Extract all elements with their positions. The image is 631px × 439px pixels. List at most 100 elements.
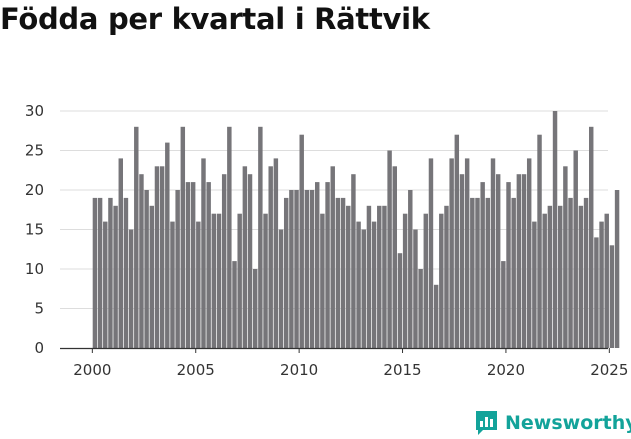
bar xyxy=(397,253,403,348)
y-tick-label: 5 xyxy=(34,300,44,318)
annotations: 20 xyxy=(618,0,631,4)
bar xyxy=(387,150,392,348)
bar xyxy=(237,213,242,348)
bar xyxy=(351,174,356,348)
x-tick-label: 2000 xyxy=(73,361,111,379)
y-tick-label: 10 xyxy=(25,260,44,278)
bar xyxy=(247,174,253,348)
bar xyxy=(532,221,537,348)
bar xyxy=(196,221,201,348)
bar xyxy=(526,158,532,348)
bar xyxy=(609,245,615,348)
bar xyxy=(216,213,222,348)
bar xyxy=(521,174,527,348)
bar xyxy=(433,284,439,348)
bar xyxy=(299,134,304,348)
bar xyxy=(480,182,485,348)
bar xyxy=(211,213,217,348)
bar xyxy=(392,166,397,348)
bar xyxy=(309,190,315,348)
bar xyxy=(583,197,589,348)
bar xyxy=(599,221,604,348)
bar xyxy=(159,166,165,348)
bar xyxy=(413,229,418,348)
bar xyxy=(470,197,475,348)
bar xyxy=(320,213,325,348)
bar xyxy=(604,213,609,348)
bar xyxy=(361,229,366,348)
bar xyxy=(283,197,289,348)
bar xyxy=(108,197,113,348)
bar-chart-logo-icon xyxy=(476,411,497,435)
bar xyxy=(346,205,351,348)
x-tick-label: 2025 xyxy=(590,361,628,379)
bar xyxy=(190,182,196,348)
bar xyxy=(490,158,496,348)
bar xyxy=(501,261,506,348)
bar xyxy=(258,126,263,348)
bars xyxy=(92,111,620,348)
y-tick-label: 25 xyxy=(25,142,44,160)
bar xyxy=(402,213,408,348)
bar xyxy=(563,166,568,348)
bar xyxy=(175,190,180,348)
bar xyxy=(206,182,211,348)
bar xyxy=(113,205,118,348)
brand-name: Newsworthy xyxy=(505,412,631,434)
x-axis: 2000 2005 2010 2015 2020 2025 xyxy=(60,347,628,379)
y-tick-label: 15 xyxy=(25,221,44,239)
bar xyxy=(382,205,387,348)
newsworthy-logo[interactable]: Newsworthy xyxy=(474,408,631,438)
bar xyxy=(366,205,372,348)
bar xyxy=(170,221,175,348)
bar xyxy=(165,142,170,348)
bar xyxy=(439,213,444,348)
bar xyxy=(408,190,413,348)
x-tick-label: 2005 xyxy=(177,361,215,379)
bar xyxy=(371,221,377,348)
bar xyxy=(454,134,460,348)
bar xyxy=(221,174,227,348)
bar xyxy=(252,269,258,348)
y-tick-label: 0 xyxy=(34,339,44,357)
bar xyxy=(242,166,248,348)
bar xyxy=(201,158,206,348)
bar xyxy=(568,197,573,348)
last-value-label: 20 xyxy=(618,0,631,4)
bar xyxy=(589,126,594,348)
bar xyxy=(428,158,434,348)
bar xyxy=(464,158,470,348)
bar xyxy=(511,197,516,348)
bar xyxy=(273,158,279,348)
bar xyxy=(356,221,361,348)
y-tick-label: 30 xyxy=(25,102,44,120)
bar xyxy=(614,190,620,348)
bar xyxy=(128,229,134,348)
bar xyxy=(459,174,465,348)
y-axis-ticks: 0 5 10 15 20 25 30 xyxy=(25,102,44,357)
bar xyxy=(123,197,129,348)
bar xyxy=(578,205,584,348)
bar xyxy=(552,111,558,348)
bar xyxy=(278,229,284,348)
bar xyxy=(495,174,501,348)
bar xyxy=(547,205,553,348)
bar xyxy=(506,182,511,348)
bar xyxy=(516,174,522,348)
bar xyxy=(573,150,578,348)
bar xyxy=(118,158,123,348)
x-tick-label: 2020 xyxy=(487,361,525,379)
bar xyxy=(537,134,542,348)
bar xyxy=(149,205,155,348)
bar xyxy=(485,197,491,348)
chart-title: Födda per kvartal i Rättvik xyxy=(0,2,430,36)
bar xyxy=(92,197,98,348)
bar xyxy=(475,197,480,348)
bar xyxy=(557,205,563,348)
bar xyxy=(144,190,149,348)
bar xyxy=(289,190,294,348)
bar xyxy=(444,205,449,348)
bar xyxy=(103,221,108,348)
bar xyxy=(340,197,346,348)
